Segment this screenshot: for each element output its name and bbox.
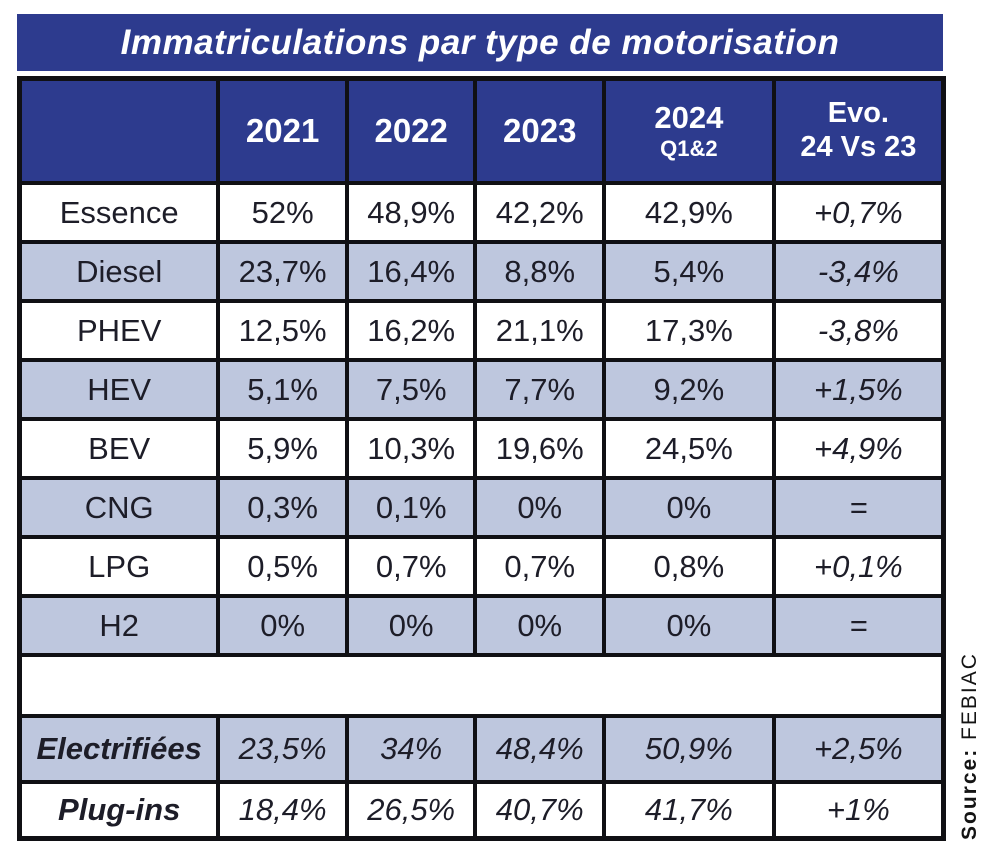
value-cell: 17,3% (602, 299, 776, 362)
value-cell: 23,5% (216, 714, 349, 784)
value-cell: 5,1% (216, 358, 349, 421)
evolution-cell: -3,4% (771, 240, 946, 303)
motorisation-table: 2021 2022 2023 2024 Q1&2 Evo. 24 Vs 23 E… (17, 76, 946, 841)
value-cell: 50,9% (602, 714, 776, 784)
row-label: Electrifiées (17, 714, 221, 784)
value-cell: 48,4% (473, 714, 606, 784)
spacer-section (19, 653, 944, 718)
header-2024-quarters: Q1&2 (660, 135, 718, 161)
value-cell: 34% (344, 714, 478, 784)
evolution-cell: +2,5% (771, 714, 946, 784)
value-cell: 5,4% (602, 240, 776, 303)
value-cell: 8,8% (473, 240, 606, 303)
value-cell: 0% (602, 476, 776, 539)
value-cell: 0% (473, 594, 606, 657)
table-body: Essence 52% 48,9% 42,2% 42,9% +0,7% Diesel 23,7… (17, 181, 946, 657)
value-cell: 0,8% (602, 535, 776, 598)
row-label: Diesel (17, 240, 221, 303)
source-label: Source: (958, 747, 981, 840)
summary-section: Electrifiées 23,5% 34% 48,4% 50,9% +2,5% Plug-… (17, 714, 946, 841)
value-cell: 7,5% (344, 358, 478, 421)
header-evo-label: Evo. (827, 96, 889, 129)
table-header: 2021 2022 2023 2024 Q1&2 Evo. 24 Vs 23 (17, 76, 946, 185)
value-cell: 9,2% (602, 358, 776, 421)
row-label: Essence (17, 181, 221, 244)
row-label: CNG (17, 476, 221, 539)
value-cell: 0,3% (216, 476, 349, 539)
header-row: 2021 2022 2023 2024 Q1&2 Evo. 24 Vs 23 (17, 76, 946, 185)
value-cell: 40,7% (473, 780, 606, 841)
header-evolution: Evo. 24 Vs 23 (771, 76, 946, 185)
value-cell: 19,6% (473, 417, 606, 480)
value-cell: 16,2% (344, 299, 478, 362)
spacer-row (19, 653, 944, 718)
value-cell: 23,7% (216, 240, 349, 303)
evolution-cell: +1% (771, 780, 946, 841)
row-label: LPG (17, 535, 221, 598)
value-cell: 21,1% (473, 299, 606, 362)
value-cell: 18,4% (216, 780, 349, 841)
header-2024-q1q2: 2024 Q1&2 (602, 76, 776, 185)
header-2021: 2021 (216, 76, 349, 185)
table-row: H2 0% 0% 0% 0% = (17, 594, 946, 657)
evolution-cell: +1,5% (771, 358, 946, 421)
header-2022: 2022 (344, 76, 478, 185)
value-cell: 12,5% (216, 299, 349, 362)
row-label: Plug-ins (17, 780, 221, 841)
table-row: LPG 0,5% 0,7% 0,7% 0,8% +0,1% (17, 535, 946, 598)
header-corner-cell (17, 76, 221, 185)
table-row: BEV 5,9% 10,3% 19,6% 24,5% +4,9% (17, 417, 946, 480)
source-attribution: Source: FEBIAC (948, 640, 992, 852)
spacer-cell (19, 653, 944, 718)
evolution-cell: = (771, 594, 946, 657)
value-cell: 42,2% (473, 181, 606, 244)
header-2023: 2023 (473, 76, 606, 185)
value-cell: 5,9% (216, 417, 349, 480)
value-cell: 7,7% (473, 358, 606, 421)
header-evo-comparison: 24 Vs 23 (800, 131, 917, 164)
value-cell: 42,9% (602, 181, 776, 244)
table-row: Diesel 23,7% 16,4% 8,8% 5,4% -3,4% (17, 240, 946, 303)
value-cell: 0% (216, 594, 349, 657)
table-row: CNG 0,3% 0,1% 0% 0% = (17, 476, 946, 539)
value-cell: 24,5% (602, 417, 776, 480)
value-cell: 0% (473, 476, 606, 539)
evolution-cell: +4,9% (771, 417, 946, 480)
value-cell: 41,7% (602, 780, 776, 841)
table-row: Plug-ins 18,4% 26,5% 40,7% 41,7% +1% (17, 780, 946, 841)
table-row: HEV 5,1% 7,5% 7,7% 9,2% +1,5% (17, 358, 946, 421)
header-2024-year: 2024 (654, 99, 724, 135)
value-cell: 0,7% (473, 535, 606, 598)
value-cell: 0,7% (344, 535, 478, 598)
row-label: BEV (17, 417, 221, 480)
value-cell: 10,3% (344, 417, 478, 480)
table-row: PHEV 12,5% 16,2% 21,1% 17,3% -3,8% (17, 299, 946, 362)
source-value: FEBIAC (958, 652, 981, 740)
value-cell: 0% (344, 594, 478, 657)
value-cell: 0,5% (216, 535, 349, 598)
value-cell: 52% (216, 181, 349, 244)
value-cell: 0% (602, 594, 776, 657)
page-title: Immatriculations par type de motorisatio… (17, 14, 943, 71)
row-label: H2 (17, 594, 221, 657)
value-cell: 48,9% (344, 181, 478, 244)
table-row: Essence 52% 48,9% 42,2% 42,9% +0,7% (17, 181, 946, 244)
value-cell: 0,1% (344, 476, 478, 539)
evolution-cell: -3,8% (771, 299, 946, 362)
value-cell: 26,5% (344, 780, 478, 841)
row-label: PHEV (17, 299, 221, 362)
table-row: Electrifiées 23,5% 34% 48,4% 50,9% +2,5% (17, 714, 946, 784)
row-label: HEV (17, 358, 221, 421)
evolution-cell: = (771, 476, 946, 539)
evolution-cell: +0,7% (771, 181, 946, 244)
value-cell: 16,4% (344, 240, 478, 303)
evolution-cell: +0,1% (771, 535, 946, 598)
